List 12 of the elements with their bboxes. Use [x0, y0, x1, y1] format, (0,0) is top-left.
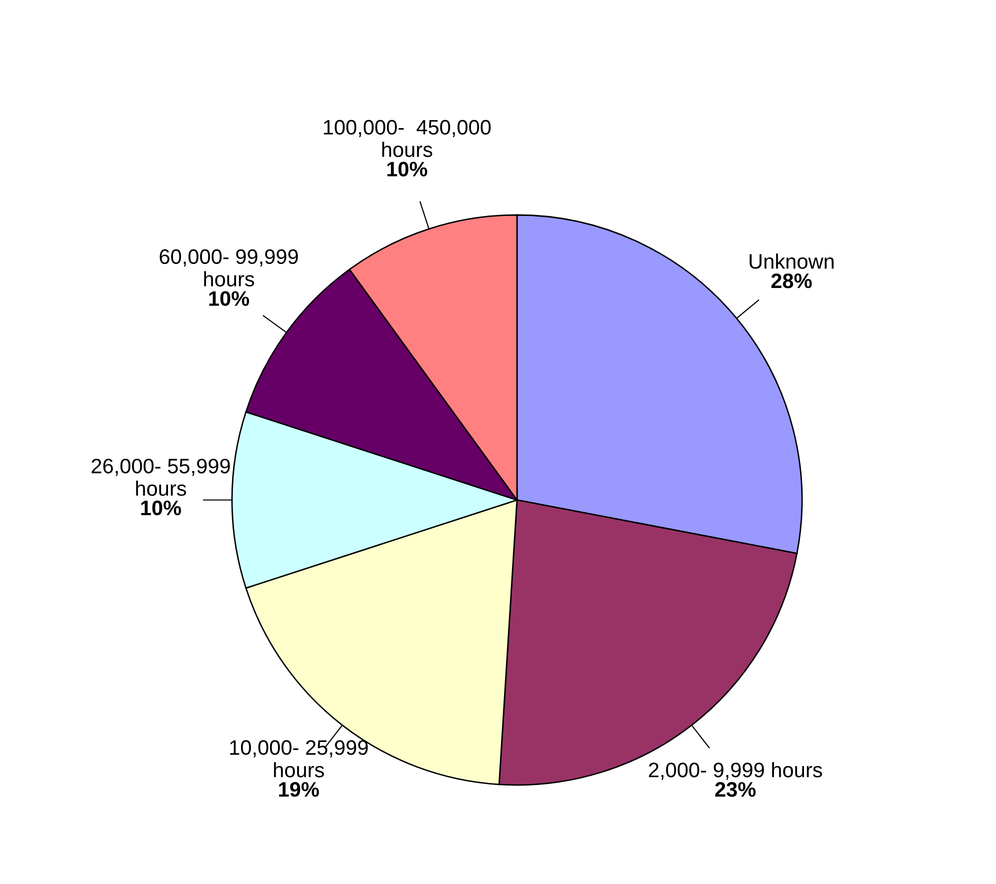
data-label: 10%	[209, 291, 250, 306]
slice-label: 10,000- 25,999 hours	[230, 740, 368, 778]
data-label: 28%	[771, 273, 812, 288]
data-label: 10%	[141, 500, 182, 516]
slice-label: 60,000- 99,999 hours	[160, 249, 298, 286]
data-label: 19%	[279, 782, 319, 797]
data-label: 23%	[715, 782, 756, 797]
slice-label: Unknown	[750, 253, 834, 269]
slice-label: 26,000- 55,999 hours	[92, 458, 230, 496]
slice-label: 2,000- 9,999 hours	[648, 762, 822, 780]
data-label: 10%	[387, 162, 428, 176]
slice-label: 100,000- 450,000 hours	[324, 120, 491, 158]
